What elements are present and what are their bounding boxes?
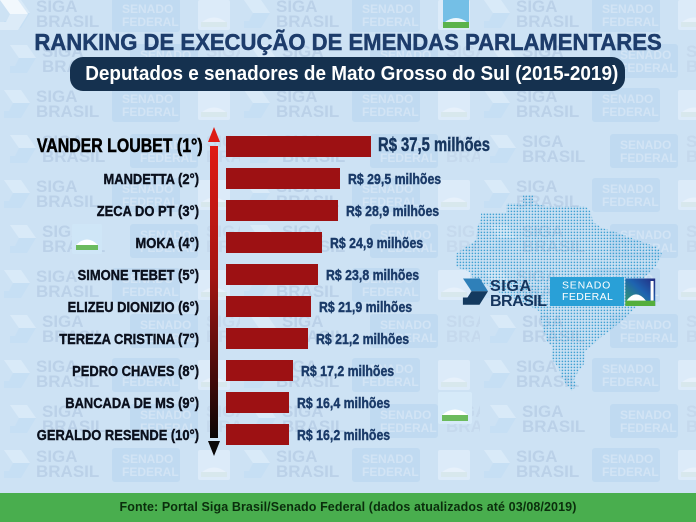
svg-text:FEDERAL: FEDERAL — [562, 291, 613, 303]
svg-text:SIGA: SIGA — [490, 278, 531, 295]
svg-text:SENADO: SENADO — [562, 280, 611, 292]
svg-text:BRASIL: BRASIL — [490, 293, 547, 310]
